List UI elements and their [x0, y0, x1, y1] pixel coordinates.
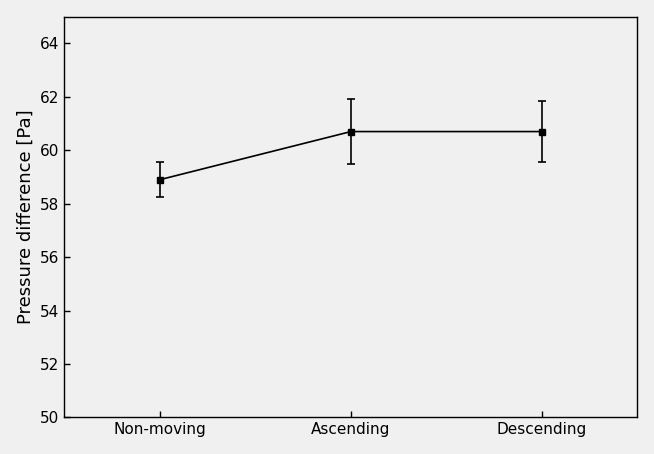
Y-axis label: Pressure difference [Pa]: Pressure difference [Pa]	[16, 110, 35, 324]
